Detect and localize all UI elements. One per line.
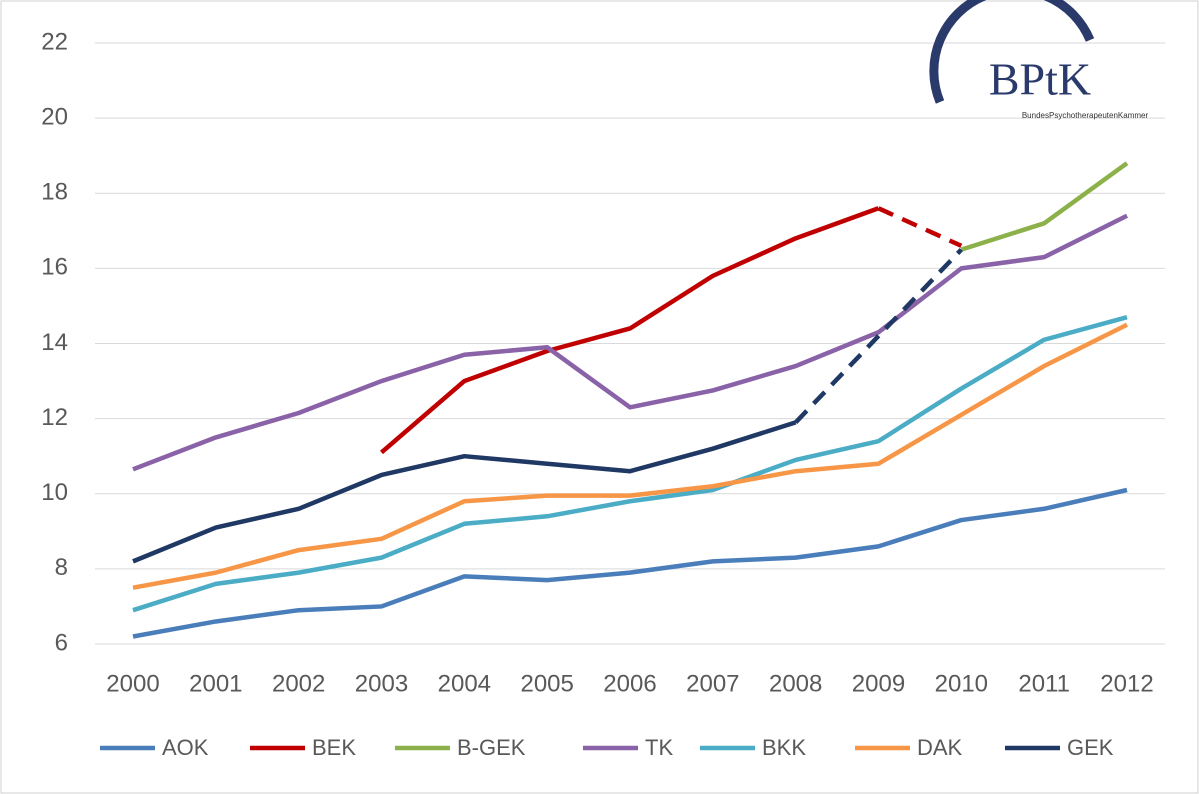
x-tick-label: 2001: [189, 670, 242, 697]
x-tick-label: 2007: [686, 670, 739, 697]
legend-item: B-GEK: [395, 735, 526, 760]
legend-label: AOK: [162, 735, 209, 760]
legend-item: GEK: [1005, 735, 1114, 760]
legend-item: DAK: [855, 735, 963, 760]
x-tick-label: 2006: [603, 670, 656, 697]
y-tick-label: 6: [55, 629, 68, 656]
legend-item: TK: [583, 735, 673, 760]
x-tick-label: 2002: [272, 670, 325, 697]
y-tick-label: 20: [41, 103, 68, 130]
legend-label: BEK: [312, 735, 356, 760]
x-tick-label: 2009: [852, 670, 905, 697]
logo: BPtK BundesPsychotherapeutenKammer: [929, 0, 1149, 120]
x-tick-label: 2003: [355, 670, 408, 697]
logo-text: BPtK: [989, 54, 1091, 105]
x-tick-label: 2008: [769, 670, 822, 697]
y-tick-label: 22: [41, 28, 68, 55]
legend-label: DAK: [917, 735, 963, 760]
legend-label: TK: [645, 735, 673, 760]
series-line: [132, 487, 1128, 639]
series-line-dashed: [794, 248, 963, 424]
legend-item: BKK: [700, 735, 806, 760]
legend-item: BEK: [250, 735, 356, 760]
legend-label: GEK: [1067, 735, 1114, 760]
y-tick-label: 18: [41, 179, 68, 206]
y-tick-label: 8: [55, 554, 68, 581]
x-tick-label: 2004: [438, 670, 491, 697]
y-tick-label: 10: [41, 479, 68, 506]
x-tick-label: 2011: [1018, 670, 1070, 697]
logo-subtitle: BundesPsychotherapeutenKammer: [1022, 111, 1149, 120]
series-line: [132, 213, 1129, 472]
legend-label: B-GEK: [457, 735, 526, 760]
series-line: [132, 322, 1129, 590]
y-tick-label: 14: [41, 329, 68, 356]
series-line: [132, 315, 1128, 613]
logo-arc: [929, 0, 1095, 104]
y-tick-label: 12: [41, 404, 68, 431]
legend-item: AOK: [100, 735, 209, 760]
series-line: [960, 161, 1129, 252]
x-tick-label: 2000: [106, 670, 159, 697]
x-tick-label: 2005: [520, 670, 573, 697]
series-line-dashed: [877, 206, 963, 248]
series-line: [132, 420, 797, 564]
series-line: [380, 206, 880, 455]
x-tick-label: 2010: [935, 670, 988, 697]
legend-label: BKK: [762, 735, 806, 760]
x-tick-label: 2012: [1100, 670, 1153, 697]
y-tick-label: 16: [41, 254, 68, 281]
